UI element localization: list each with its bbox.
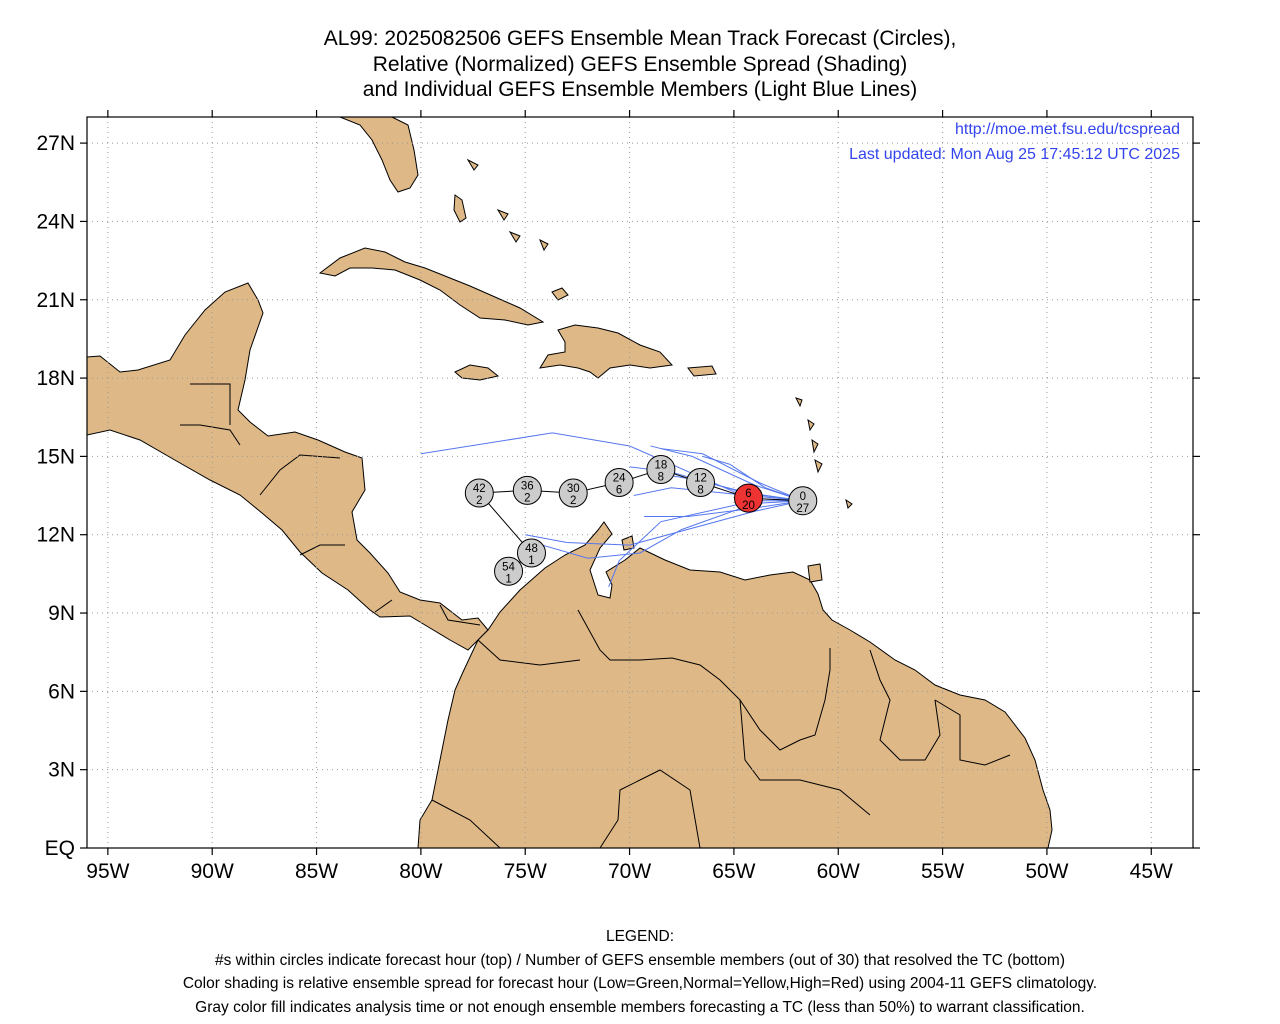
legend: LEGEND: #s within circles indicate forec… bbox=[0, 925, 1280, 1019]
lon-tick-label: 75W bbox=[504, 860, 547, 883]
member-track-line bbox=[644, 500, 803, 517]
title-line-2: Relative (Normalized) GEFS Ensemble Spre… bbox=[372, 52, 908, 76]
forecast-hour-label: 12 bbox=[694, 473, 707, 485]
member-count-label: 2 bbox=[524, 492, 530, 504]
land-central-america bbox=[87, 282, 489, 651]
forecast-circle[interactable] bbox=[494, 556, 524, 586]
forecast-circle[interactable] bbox=[788, 486, 818, 516]
country-borders bbox=[180, 383, 1011, 848]
land-hispaniola bbox=[539, 324, 674, 379]
axis-ticks bbox=[80, 110, 1200, 855]
land-bahamas bbox=[453, 158, 569, 301]
forecast-hour-label: 0 bbox=[800, 491, 806, 503]
lat-tick-label: 18N bbox=[36, 367, 75, 390]
land-cuba bbox=[318, 247, 545, 326]
forecast-hour-label: 36 bbox=[521, 480, 534, 492]
lat-tick-label: 27N bbox=[36, 132, 75, 155]
member-count-label: 1 bbox=[505, 573, 511, 585]
forecast-hour-label: 18 bbox=[654, 459, 667, 471]
forecast-circle[interactable] bbox=[558, 478, 588, 508]
lon-tick-label: 85W bbox=[295, 860, 338, 883]
forecast-circle[interactable] bbox=[686, 468, 716, 497]
legend-line-1: #s within circles indicate forecast hour… bbox=[215, 951, 1065, 969]
member-track-line bbox=[533, 500, 803, 559]
member-count-label: 20 bbox=[742, 500, 755, 512]
land-florida bbox=[339, 117, 419, 193]
lat-tick-label: 15N bbox=[36, 445, 75, 468]
legend-heading: LEGEND: bbox=[605, 928, 675, 945]
lon-tick-label: 45W bbox=[1130, 860, 1173, 883]
lat-tick-label: 24N bbox=[36, 210, 75, 233]
plot-frame bbox=[86, 116, 1194, 849]
forecast-circle[interactable] bbox=[516, 538, 546, 568]
member-count-label: 1 bbox=[528, 555, 534, 567]
lon-tick-label: 60W bbox=[817, 860, 860, 883]
member-count-label: 8 bbox=[658, 471, 664, 483]
land-layer bbox=[87, 117, 1053, 848]
credit-updated: Last updated: Mon Aug 25 17:45:12 UTC 20… bbox=[849, 146, 1180, 163]
member-track-line bbox=[525, 500, 803, 546]
lat-tick-label: 6N bbox=[48, 680, 75, 703]
lon-tick-label: 90W bbox=[191, 860, 234, 883]
member-count-label: 8 bbox=[697, 485, 703, 497]
lat-tick-label: 12N bbox=[36, 524, 75, 547]
lat-tick-label: 21N bbox=[36, 289, 75, 312]
lon-tick-label: 95W bbox=[86, 860, 129, 883]
forecast-circle[interactable] bbox=[464, 478, 494, 508]
lat-tick-label: EQ bbox=[45, 837, 75, 860]
title-line-1: AL99: 2025082506 GEFS Ensemble Mean Trac… bbox=[323, 27, 957, 50]
axis-tick-labels: 95W 90W 85W 80W 75W 70W 65W 60W 55W 50W 45W EQ 3N 6N 9… bbox=[36, 132, 1173, 883]
land-lesser-antilles bbox=[621, 397, 853, 583]
lon-tick-label: 65W bbox=[712, 860, 755, 883]
member-track-line bbox=[664, 474, 803, 502]
lon-tick-label: 80W bbox=[399, 860, 442, 883]
land-south-america bbox=[417, 521, 1053, 848]
member-track-line bbox=[702, 455, 803, 502]
credit-url[interactable]: http://moe.met.fsu.edu/tcspread bbox=[955, 121, 1180, 138]
forecast-circle[interactable] bbox=[512, 475, 542, 505]
member-count-label: 27 bbox=[796, 503, 809, 515]
forecast-hour-label: 48 bbox=[525, 543, 538, 555]
member-count-label: 2 bbox=[570, 495, 576, 507]
forecast-circle[interactable] bbox=[734, 483, 764, 513]
forecast-hour-label: 24 bbox=[613, 473, 626, 485]
title-line-3: and Individual GEFS Ensemble Members (Li… bbox=[362, 78, 918, 101]
legend-line-2: Color shading is relative ensemble sprea… bbox=[182, 975, 1098, 992]
member-track-line bbox=[608, 500, 803, 588]
lon-tick-label: 50W bbox=[1025, 860, 1068, 883]
member-count-label: 6 bbox=[616, 485, 622, 497]
lat-tick-label: 3N bbox=[48, 759, 75, 782]
chart-title: AL99: 2025082506 GEFS Ensemble Mean Trac… bbox=[0, 26, 1280, 103]
land-puerto-rico bbox=[687, 365, 717, 377]
forecast-hour-label: 30 bbox=[567, 483, 580, 495]
forecast-hour-label: 54 bbox=[502, 561, 515, 573]
forecast-hour-label: 6 bbox=[745, 488, 751, 500]
lon-tick-label: 70W bbox=[608, 860, 651, 883]
lon-tick-label: 55W bbox=[921, 860, 964, 883]
forecast-hour-label: 42 bbox=[473, 483, 486, 495]
forecast-circle[interactable] bbox=[604, 468, 634, 497]
legend-line-3: Gray color fill indicates analysis time … bbox=[195, 998, 1085, 1016]
member-count-label: 2 bbox=[476, 495, 482, 507]
member-track-line bbox=[660, 448, 803, 502]
forecast-circle[interactable] bbox=[646, 454, 676, 484]
lat-tick-label: 9N bbox=[48, 602, 75, 625]
